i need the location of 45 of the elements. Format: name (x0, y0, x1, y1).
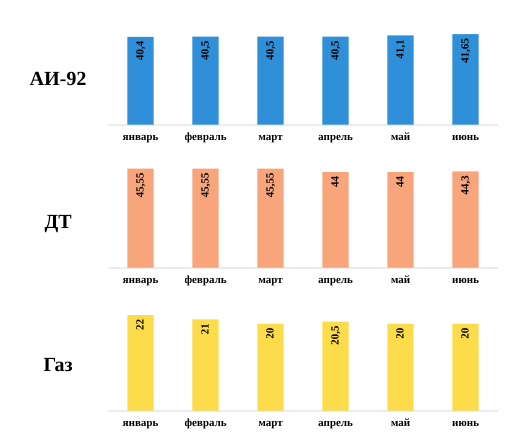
data-label: 45,55 (134, 172, 146, 197)
x-tick-label: февраль (184, 416, 227, 429)
data-label: 20,5 (329, 324, 342, 344)
x-tick-label: июнь (452, 130, 480, 143)
data-label: 40,5 (329, 40, 342, 60)
x-tick-label: февраль (184, 274, 227, 286)
data-label: 40,5 (199, 40, 212, 60)
bar (322, 321, 349, 410)
data-label: 21 (199, 322, 212, 334)
x-tick-label: май (390, 416, 411, 429)
text: Газ (42, 354, 74, 377)
data-label: 45,55 (264, 172, 276, 197)
x-tick-label: июнь (452, 274, 480, 286)
x-tick-label: март (258, 416, 284, 429)
text: ДТ (43, 211, 73, 234)
x-tick-label: июнь (452, 416, 480, 429)
x-tick-label: май (390, 274, 411, 286)
data-label: 44 (329, 175, 342, 187)
data-label: 40,5 (264, 40, 276, 60)
x-tick-label: январь (122, 274, 159, 286)
x-tick-label: май (390, 130, 411, 143)
bar (387, 323, 414, 410)
data-label: 44 (394, 175, 406, 187)
bar (452, 323, 479, 410)
x-tick-label: январь (122, 130, 159, 143)
data-label: 22 (134, 318, 146, 330)
bar (192, 318, 219, 410)
data-label: 44,3 (459, 174, 472, 194)
bar (257, 323, 284, 410)
bar (127, 314, 154, 410)
data-label: 20 (264, 326, 276, 338)
x-tick-label: февраль (184, 130, 227, 143)
x-tick-label: апрель (318, 130, 354, 143)
x-tick-label: март (258, 130, 284, 143)
data-label: 41,1 (394, 38, 406, 58)
x-tick-label: январь (122, 416, 159, 429)
data-label: 45,55 (199, 172, 212, 197)
x-tick-label: апрель (318, 274, 354, 286)
data-label: 20 (459, 326, 472, 338)
x-tick-label: апрель (318, 416, 354, 429)
text: АИ-92 (28, 68, 88, 91)
data-label: 41,65 (459, 37, 472, 62)
data-label: 40,4 (134, 40, 146, 60)
x-tick-label: март (258, 274, 284, 286)
data-label: 20 (394, 326, 406, 338)
